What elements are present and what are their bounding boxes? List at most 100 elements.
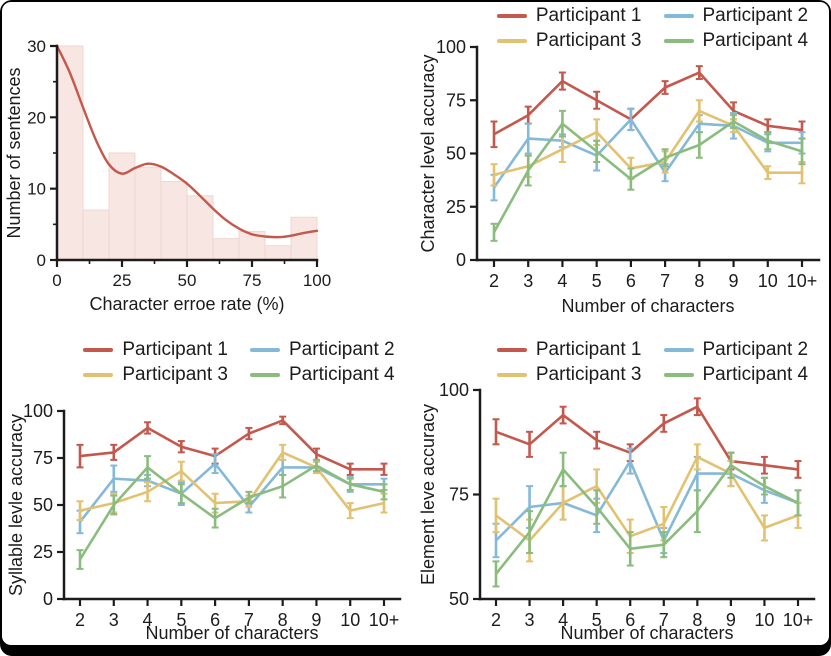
y-tick-label: 25 bbox=[446, 197, 466, 217]
x-axis-label: Number of characters bbox=[560, 623, 733, 643]
series-line bbox=[494, 463, 799, 575]
x-tick-label: 5 bbox=[176, 610, 186, 630]
character-error-rate-histogram-chart: 0 10 20 30 0 25 50 75 100 Character erroe rate (%… bbox=[4, 37, 331, 314]
x-tick-label: 7 bbox=[660, 271, 670, 291]
x-tick-label: 5 bbox=[592, 610, 602, 630]
x-tick-label: 9 bbox=[726, 610, 736, 630]
series-line bbox=[79, 451, 385, 512]
y-tick-label: 0 bbox=[43, 589, 53, 609]
ticks bbox=[470, 45, 804, 267]
x-tick-label: 10 bbox=[340, 610, 360, 630]
histogram-bar bbox=[82, 209, 110, 261]
x-tick-label: 10 bbox=[758, 271, 778, 291]
y-tick-label: 50 bbox=[33, 495, 53, 515]
y-tick-label: 100 bbox=[439, 380, 469, 400]
syllable-level-accuracy-chart: 0 25 50 75 100 2 3 4 5 6 7 8 9 10 10+ Number of charact… bbox=[6, 401, 402, 643]
density-curve bbox=[55, 44, 319, 239]
x-tick-label: 10 bbox=[754, 610, 774, 630]
series-line bbox=[79, 419, 384, 471]
x-tick-label: 0 bbox=[52, 271, 61, 290]
x-tick-label: 6 bbox=[626, 271, 636, 291]
element-level-accuracy-chart: 50 75 100 2 3 4 5 6 7 8 9 10 10+ Number of characters… bbox=[418, 380, 816, 643]
series-line bbox=[495, 405, 799, 471]
y-tick-label: 100 bbox=[23, 401, 53, 421]
histogram-bar bbox=[186, 195, 214, 261]
x-tick-label: 4 bbox=[143, 610, 153, 630]
x-tick-label: 75 bbox=[243, 271, 262, 290]
x-tick-label: 7 bbox=[244, 610, 254, 630]
x-tick-label: 4 bbox=[558, 610, 568, 630]
histogram-bar bbox=[134, 166, 162, 261]
histogram-bar bbox=[212, 238, 240, 261]
figure-background: 0 10 20 30 0 25 50 75 100 Character erroe rate (%… bbox=[2, 2, 829, 645]
x-tick-label: 4 bbox=[557, 271, 567, 291]
ticks bbox=[50, 44, 319, 267]
x-tick-label: 7 bbox=[659, 610, 669, 630]
x-tick-label: 10+ bbox=[787, 271, 818, 291]
series-line bbox=[78, 464, 385, 561]
x-tick-label: 6 bbox=[625, 610, 635, 630]
x-tick-label: 9 bbox=[311, 610, 321, 630]
x-tick-label: 9 bbox=[729, 271, 739, 291]
y-axis-label: Number of sentences bbox=[4, 67, 24, 238]
y-tick-label: 75 bbox=[446, 90, 466, 110]
x-tick-label: 10+ bbox=[369, 610, 400, 630]
x-tick-label: 6 bbox=[210, 610, 220, 630]
panel-character-error-rate-histogram: 0 10 20 30 0 25 50 75 100 Character erroe rate (%… bbox=[2, 2, 414, 322]
histogram-bars bbox=[56, 45, 318, 261]
y-tick-label: 0 bbox=[37, 251, 46, 270]
x-axis-label: Number of characters bbox=[561, 296, 734, 316]
x-tick-label: 10+ bbox=[783, 610, 814, 630]
histogram-bar bbox=[160, 181, 188, 261]
series-participant-4 bbox=[492, 451, 802, 588]
x-axis-label: Number of characters bbox=[145, 623, 318, 643]
x-tick-label: 3 bbox=[525, 610, 535, 630]
x-tick-label: 5 bbox=[592, 271, 602, 291]
y-axis-label: Syllable levle accuracy bbox=[6, 414, 26, 596]
x-tick-label: 2 bbox=[489, 271, 499, 291]
x-tick-label: 50 bbox=[178, 271, 197, 290]
series-participant-3 bbox=[490, 99, 806, 187]
series-line bbox=[493, 71, 803, 136]
x-tick-label: 3 bbox=[523, 271, 533, 291]
y-tick-label: 50 bbox=[449, 589, 469, 609]
y-axis-label: Character level accuracy bbox=[418, 54, 438, 252]
y-tick-label: 0 bbox=[456, 250, 466, 270]
series-participant-4 bbox=[490, 109, 806, 242]
x-tick-label: 8 bbox=[692, 610, 702, 630]
y-tick-label: 25 bbox=[33, 542, 53, 562]
series-line bbox=[495, 455, 799, 542]
y-axis-label: Element leve accuracy bbox=[418, 404, 438, 585]
x-tick-label: 2 bbox=[491, 610, 501, 630]
y-tick-label: 30 bbox=[27, 37, 46, 56]
y-tick-label: 20 bbox=[27, 108, 46, 127]
series-line bbox=[495, 459, 799, 542]
y-tick-label: 75 bbox=[449, 485, 469, 505]
x-axis-label: Character erroe rate (%) bbox=[89, 294, 284, 314]
histogram-bar bbox=[56, 45, 84, 261]
series-line bbox=[492, 118, 802, 189]
x-tick-label: 2 bbox=[75, 610, 85, 630]
series-participant-4 bbox=[76, 455, 388, 570]
histogram-bar bbox=[264, 245, 292, 261]
y-tick-label: 10 bbox=[27, 180, 46, 199]
x-tick-label: 100 bbox=[303, 271, 331, 290]
x-tick-label: 8 bbox=[278, 610, 288, 630]
series-line bbox=[492, 120, 803, 233]
histogram-bar bbox=[290, 216, 318, 261]
character-level-accuracy-chart: 0 25 50 75 100 2 3 4 5 6 7 8 9 10 10+ Number of charact… bbox=[418, 37, 821, 316]
ticks bbox=[473, 388, 800, 606]
series-participant-1 bbox=[492, 397, 802, 479]
series-participant-1 bbox=[76, 415, 388, 476]
y-tick-label: 75 bbox=[33, 448, 53, 468]
x-tick-label: 8 bbox=[694, 271, 704, 291]
y-tick-label: 50 bbox=[446, 144, 466, 164]
y-tick-label: 100 bbox=[436, 37, 466, 57]
x-tick-label: 25 bbox=[113, 271, 132, 290]
series-line bbox=[493, 109, 802, 177]
x-tick-label: 3 bbox=[109, 610, 119, 630]
